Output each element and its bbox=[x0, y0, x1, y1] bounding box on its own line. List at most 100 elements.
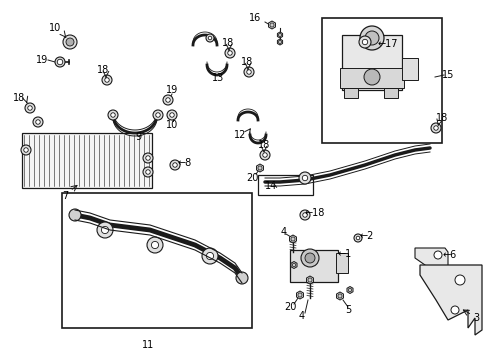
Polygon shape bbox=[296, 291, 303, 299]
Circle shape bbox=[302, 175, 307, 181]
Text: 20: 20 bbox=[245, 173, 258, 183]
Text: 20: 20 bbox=[283, 302, 296, 312]
Circle shape bbox=[260, 150, 269, 160]
Circle shape bbox=[206, 252, 213, 260]
Circle shape bbox=[104, 78, 109, 82]
Circle shape bbox=[151, 242, 158, 249]
Text: 3: 3 bbox=[472, 313, 478, 323]
Polygon shape bbox=[290, 261, 296, 269]
Circle shape bbox=[353, 234, 361, 242]
Circle shape bbox=[145, 156, 150, 160]
Text: 4: 4 bbox=[281, 227, 286, 237]
Bar bbox=[401, 58, 417, 80]
Polygon shape bbox=[289, 235, 296, 243]
Circle shape bbox=[102, 75, 112, 85]
Polygon shape bbox=[277, 32, 282, 38]
Bar bbox=[62, 193, 251, 328]
Circle shape bbox=[33, 117, 43, 127]
Polygon shape bbox=[256, 164, 263, 172]
Text: 18: 18 bbox=[257, 140, 269, 150]
Circle shape bbox=[156, 113, 160, 117]
Bar bbox=[22, 133, 152, 188]
Circle shape bbox=[57, 59, 62, 65]
Circle shape bbox=[172, 163, 177, 167]
Circle shape bbox=[97, 222, 113, 238]
Bar bbox=[339, 68, 403, 88]
Text: 18: 18 bbox=[97, 65, 109, 75]
Circle shape bbox=[63, 35, 77, 49]
Bar bbox=[341, 35, 401, 90]
Text: 7: 7 bbox=[62, 191, 68, 201]
Polygon shape bbox=[336, 292, 343, 300]
Text: 18: 18 bbox=[222, 38, 234, 48]
Text: ←2: ←2 bbox=[359, 231, 373, 241]
Circle shape bbox=[110, 113, 115, 117]
Text: 12: 12 bbox=[233, 130, 245, 140]
Circle shape bbox=[153, 110, 163, 120]
Text: 18: 18 bbox=[241, 57, 253, 67]
Circle shape bbox=[454, 275, 464, 285]
Circle shape bbox=[364, 31, 378, 45]
Bar bbox=[258, 175, 312, 195]
Bar bbox=[335, 253, 347, 273]
Text: 11: 11 bbox=[142, 340, 154, 350]
Circle shape bbox=[36, 120, 40, 124]
Bar bbox=[343, 88, 357, 98]
Text: 16: 16 bbox=[248, 13, 261, 23]
Text: ←17: ←17 bbox=[377, 39, 397, 49]
Text: 10: 10 bbox=[49, 23, 61, 33]
Circle shape bbox=[362, 39, 367, 45]
Circle shape bbox=[227, 51, 232, 55]
Circle shape bbox=[205, 34, 214, 42]
Polygon shape bbox=[306, 276, 313, 284]
Circle shape bbox=[299, 210, 309, 220]
Circle shape bbox=[142, 153, 153, 163]
Circle shape bbox=[433, 251, 441, 259]
Circle shape bbox=[430, 123, 440, 133]
Circle shape bbox=[301, 249, 318, 267]
Circle shape bbox=[165, 98, 170, 102]
Text: ←6: ←6 bbox=[442, 250, 456, 260]
Bar bbox=[289, 250, 337, 282]
Circle shape bbox=[224, 48, 235, 58]
Bar bbox=[383, 88, 397, 98]
Text: 14: 14 bbox=[264, 181, 277, 191]
Circle shape bbox=[145, 170, 150, 174]
Circle shape bbox=[28, 106, 32, 110]
Circle shape bbox=[355, 236, 359, 240]
Circle shape bbox=[298, 172, 310, 184]
Text: 5: 5 bbox=[344, 305, 350, 315]
Circle shape bbox=[21, 145, 31, 155]
Polygon shape bbox=[419, 265, 481, 335]
Circle shape bbox=[246, 70, 251, 74]
Circle shape bbox=[24, 148, 28, 152]
Text: ←1: ←1 bbox=[337, 249, 351, 259]
Text: 15: 15 bbox=[441, 70, 453, 80]
Circle shape bbox=[208, 36, 211, 40]
Polygon shape bbox=[268, 21, 275, 29]
Circle shape bbox=[69, 209, 81, 221]
Circle shape bbox=[450, 306, 458, 314]
Circle shape bbox=[163, 95, 173, 105]
Circle shape bbox=[108, 110, 118, 120]
Circle shape bbox=[55, 57, 65, 67]
Text: 19: 19 bbox=[36, 55, 48, 65]
Text: 9: 9 bbox=[135, 132, 141, 142]
Text: 13: 13 bbox=[211, 73, 224, 83]
Circle shape bbox=[262, 153, 267, 157]
Text: 18: 18 bbox=[435, 113, 447, 123]
Circle shape bbox=[236, 272, 247, 284]
Text: ←18: ←18 bbox=[304, 208, 325, 218]
Text: 18: 18 bbox=[13, 93, 25, 103]
Circle shape bbox=[363, 69, 379, 85]
Circle shape bbox=[305, 253, 314, 263]
Circle shape bbox=[302, 213, 306, 217]
Circle shape bbox=[142, 167, 153, 177]
Polygon shape bbox=[346, 287, 352, 293]
Circle shape bbox=[66, 38, 74, 46]
Circle shape bbox=[169, 113, 174, 117]
Text: 19: 19 bbox=[165, 85, 178, 95]
Text: 4: 4 bbox=[298, 311, 305, 321]
Polygon shape bbox=[414, 248, 447, 278]
Circle shape bbox=[433, 126, 437, 130]
